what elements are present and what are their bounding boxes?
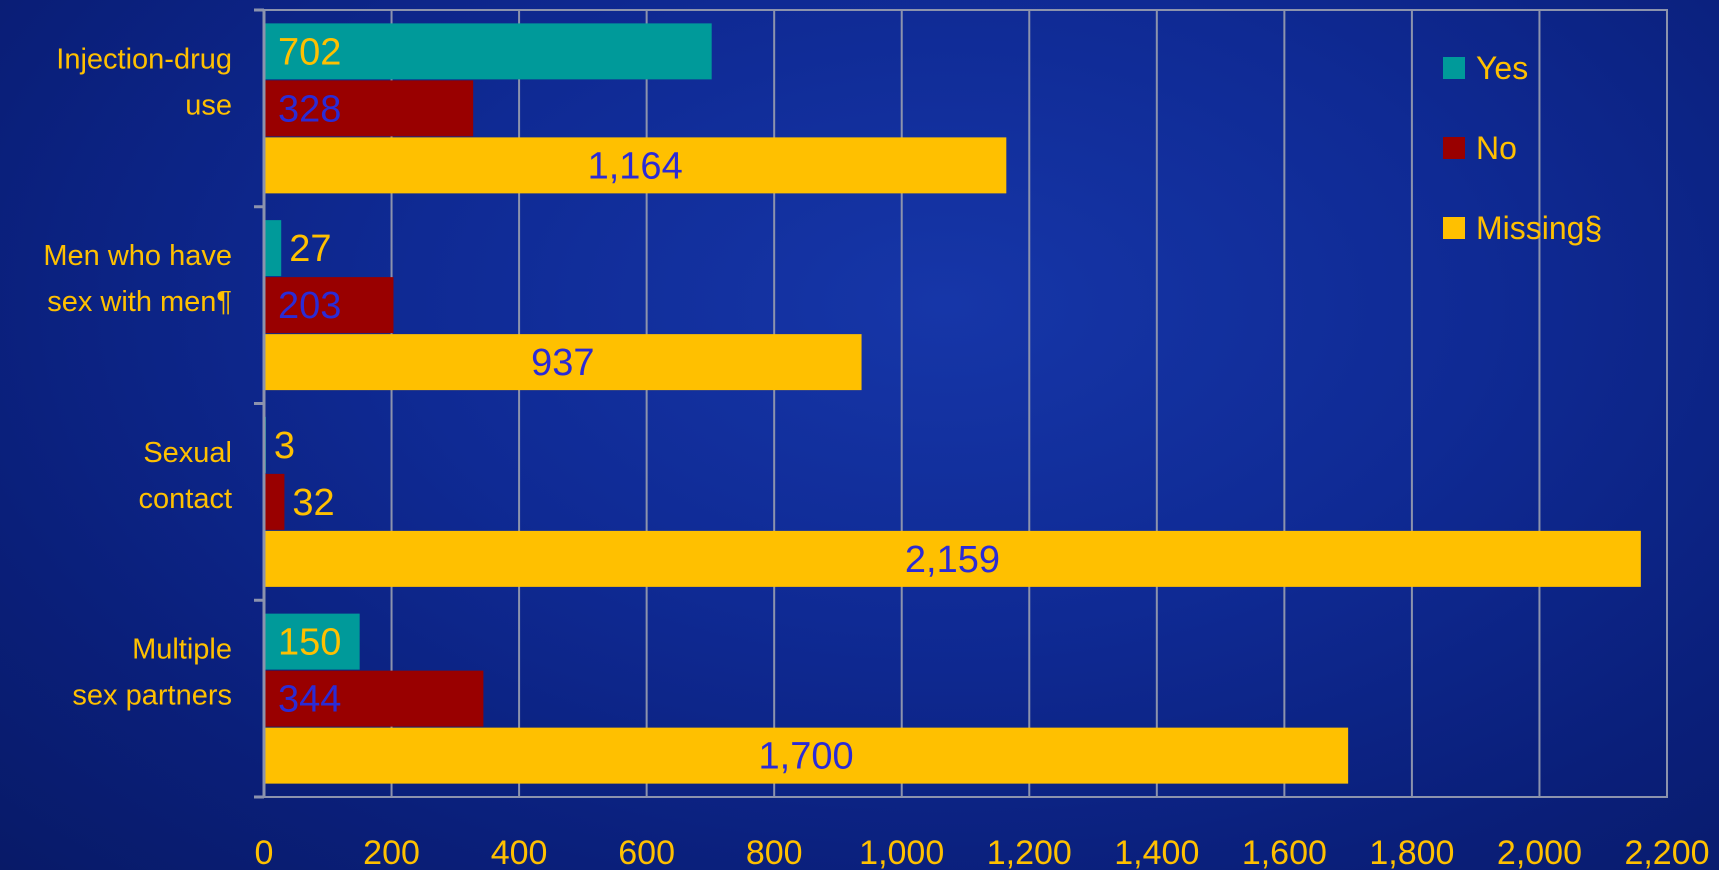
category-label-men-who-have-sex-with-men: Men who have sex with men¶	[43, 240, 232, 318]
category-label-multiple-sex-partners: Multiple sex partners	[72, 634, 232, 712]
x-tick-label-800: 800	[746, 834, 803, 870]
bar-missing-injection-drug-use	[264, 137, 1007, 194]
bar-value-label: 2,159	[905, 539, 1000, 581]
x-tick-label-1000: 1,000	[859, 834, 944, 870]
legend-label-yes: Yes	[1476, 50, 1528, 86]
bar-no-injection-drug-use	[264, 80, 474, 137]
bar-value-label: 937	[531, 342, 594, 384]
bar-missing-men-who-have-sex-with-men	[264, 334, 862, 391]
bar-yes-multiple-sex-partners	[264, 613, 360, 670]
legend: Yes No Missing§	[1443, 50, 1602, 246]
legend-swatch-no	[1443, 137, 1465, 159]
x-tick-label-600: 600	[618, 834, 675, 870]
category-labels: Injection-drug use Men who have sex with me…	[43, 43, 232, 711]
bar-value-label: 1,164	[588, 145, 683, 187]
legend-label-missing: Missing§	[1476, 210, 1602, 246]
bar-value-label: 150	[278, 622, 341, 664]
bar-value-label: 203	[278, 285, 341, 327]
bar-value-label: 3	[274, 425, 295, 467]
bar-value-label: 32	[292, 482, 334, 524]
bar-value-label: 344	[278, 679, 341, 721]
legend-swatch-missing	[1443, 217, 1465, 239]
x-tick-label-1600: 1,600	[1242, 834, 1327, 870]
bar-no-multiple-sex-partners	[264, 670, 484, 727]
bar-value-label: 27	[289, 228, 331, 270]
category-label-sexual-contact: Sexual contact	[139, 437, 233, 515]
bar-missing-sexual-contact	[264, 530, 1641, 587]
x-tick-label-1200: 1,200	[987, 834, 1072, 870]
category-axis	[254, 8, 266, 799]
bars-group: 702 328 1,164 27 203 937 3 32 2,159 150 344 1,700	[264, 23, 1641, 784]
bar-value-label: 328	[278, 88, 341, 130]
bar-no-sexual-contact	[264, 473, 285, 530]
x-tick-label-400: 400	[491, 834, 548, 870]
bar-yes-men-who-have-sex-with-men	[264, 220, 282, 277]
bar-value-label: 1,700	[759, 736, 854, 778]
x-tick-labels: 0 200 400 600 800 1,000 1,200 1,400 1,600 1,800 2,…	[255, 834, 1710, 870]
bar-yes-injection-drug-use	[264, 23, 712, 80]
x-tick-label-1400: 1,400	[1114, 834, 1199, 870]
x-tick-label-1800: 1,800	[1369, 834, 1454, 870]
x-tick-label-2200: 2,200	[1624, 834, 1709, 870]
x-tick-label-200: 200	[363, 834, 420, 870]
category-label-injection-drug-use: Injection-drug use	[56, 43, 232, 121]
x-tick-label-0: 0	[255, 834, 274, 870]
bar-value-label: 702	[278, 31, 341, 73]
bar-missing-multiple-sex-partners	[264, 727, 1349, 784]
x-tick-label-2000: 2,000	[1497, 834, 1582, 870]
legend-swatch-yes	[1443, 57, 1465, 79]
bar-no-men-who-have-sex-with-men	[264, 277, 394, 334]
legend-label-no: No	[1476, 130, 1517, 166]
